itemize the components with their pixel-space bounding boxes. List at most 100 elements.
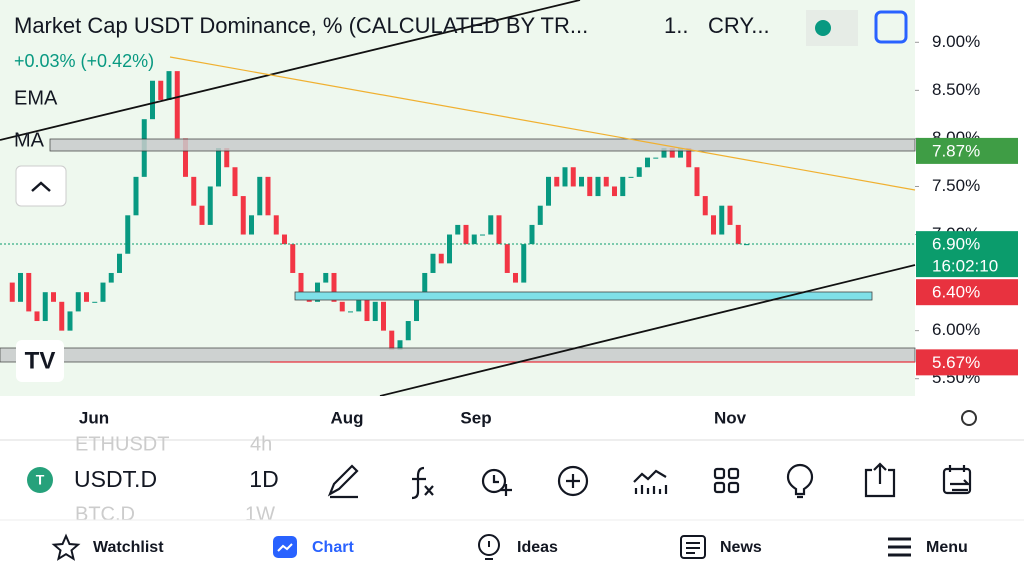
candle bbox=[735, 224, 741, 245]
zone bbox=[0, 347, 916, 363]
candle bbox=[694, 167, 700, 197]
logo-bg bbox=[16, 340, 64, 382]
price-tag-label: 7.87% bbox=[932, 141, 980, 160]
ideas-nav-icon bbox=[478, 534, 500, 556]
x-tick-label: Aug bbox=[330, 408, 363, 427]
candle bbox=[339, 301, 345, 312]
price-tag-label: 5.67% bbox=[932, 353, 980, 372]
chart-type-icon[interactable] bbox=[633, 469, 668, 494]
candle bbox=[108, 272, 114, 283]
candle bbox=[356, 292, 362, 312]
candle bbox=[34, 311, 40, 322]
candle bbox=[84, 292, 89, 302]
candle bbox=[216, 148, 221, 187]
candle bbox=[669, 148, 675, 158]
candle bbox=[265, 176, 271, 216]
replay-icon[interactable] bbox=[942, 467, 972, 495]
candle bbox=[686, 148, 692, 168]
candle bbox=[75, 292, 81, 312]
faded-symbol: BTC.D bbox=[75, 503, 135, 525]
ideas-icon[interactable] bbox=[786, 463, 814, 499]
symbol[interactable]: USDT.D bbox=[74, 466, 157, 492]
price-tag bbox=[916, 279, 1018, 306]
interval-button[interactable]: 1D bbox=[249, 466, 278, 492]
status-bg bbox=[806, 10, 858, 46]
candle bbox=[702, 196, 708, 216]
news-icon bbox=[680, 535, 706, 559]
candle bbox=[372, 301, 378, 322]
nav-item[interactable]: News bbox=[720, 539, 762, 556]
candle bbox=[117, 253, 122, 273]
candle bbox=[67, 311, 73, 331]
candle bbox=[719, 205, 725, 235]
indicator: EMA bbox=[14, 87, 58, 109]
trend-line bbox=[379, 264, 916, 397]
zone bbox=[49, 138, 916, 152]
zone bbox=[294, 291, 873, 301]
watchlist-icon bbox=[51, 533, 81, 561]
candle bbox=[257, 176, 263, 216]
candle bbox=[504, 244, 510, 273]
candle bbox=[125, 215, 131, 254]
nav-item[interactable]: Chart bbox=[312, 539, 354, 556]
candle bbox=[579, 176, 584, 187]
candle bbox=[9, 282, 15, 302]
fullscreen-button[interactable] bbox=[874, 10, 908, 44]
candle bbox=[554, 176, 560, 187]
trend-line bbox=[0, 0, 581, 141]
candle bbox=[661, 148, 667, 158]
candle bbox=[744, 244, 749, 246]
candle bbox=[166, 71, 172, 100]
nav-item[interactable]: Ideas bbox=[517, 539, 558, 556]
layout-icon[interactable] bbox=[713, 467, 726, 480]
collapse-button[interactable] bbox=[15, 165, 67, 207]
x-tick-label: Nov bbox=[714, 408, 747, 427]
trend-line bbox=[169, 56, 916, 191]
candle bbox=[18, 272, 23, 302]
candle bbox=[273, 215, 279, 235]
share-icon[interactable] bbox=[864, 462, 896, 498]
candle bbox=[587, 176, 593, 197]
candle bbox=[488, 215, 494, 235]
candle bbox=[471, 234, 477, 245]
candle bbox=[331, 272, 337, 302]
candle bbox=[191, 176, 197, 206]
draw-icon[interactable] bbox=[327, 464, 359, 499]
candle bbox=[158, 80, 164, 100]
candle bbox=[537, 205, 543, 225]
faded-interval: 1W bbox=[245, 503, 275, 525]
interval: 1.. bbox=[664, 13, 688, 38]
nav-item[interactable]: Menu bbox=[926, 539, 968, 556]
menu-icon bbox=[888, 537, 911, 557]
price-tag bbox=[916, 231, 1018, 278]
candle bbox=[59, 301, 65, 331]
candle bbox=[521, 244, 527, 283]
alert-icon[interactable] bbox=[481, 468, 507, 494]
chevron-icon bbox=[31, 181, 51, 192]
candle bbox=[612, 186, 617, 197]
add-icon[interactable] bbox=[557, 465, 589, 497]
candle bbox=[133, 176, 139, 216]
candle bbox=[513, 272, 518, 283]
candle bbox=[232, 167, 238, 197]
candle bbox=[51, 292, 56, 302]
chart-bg bbox=[0, 0, 915, 396]
candle bbox=[711, 215, 716, 235]
nav-item[interactable]: Watchlist bbox=[93, 539, 164, 556]
candle bbox=[727, 205, 733, 225]
candle bbox=[620, 176, 626, 197]
candle bbox=[323, 272, 329, 283]
settings-icon[interactable] bbox=[961, 410, 977, 426]
candle bbox=[678, 148, 683, 158]
candle bbox=[405, 321, 411, 341]
indicator-icon[interactable] bbox=[411, 466, 434, 500]
price-tag-time: 16:02:10 bbox=[932, 257, 998, 276]
y-tick-label: 7.50% bbox=[932, 176, 980, 195]
candle bbox=[636, 167, 642, 177]
candle bbox=[562, 167, 568, 187]
candle bbox=[496, 215, 502, 245]
candle bbox=[397, 340, 403, 350]
price-tag-label: 6.90% bbox=[932, 235, 980, 254]
